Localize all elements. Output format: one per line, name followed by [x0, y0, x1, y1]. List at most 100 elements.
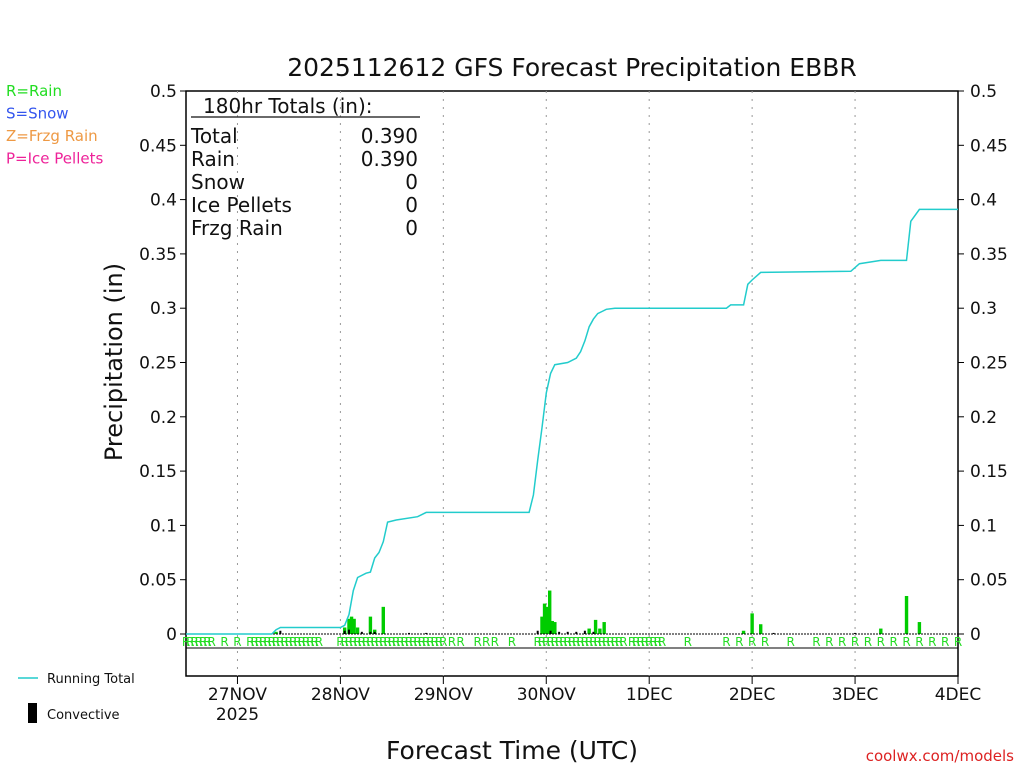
rain-type-marker: R	[396, 635, 404, 649]
totals-box: 180hr Totals (in): Total 0.390 Rain 0.390 Sn…	[190, 94, 420, 240]
rain-type-marker: R	[276, 635, 284, 649]
precip-type-legend: R=Rain S=Snow Z=Frzg Rain P=Ice Pellets	[6, 82, 103, 168]
rain-type-marker: R	[954, 635, 962, 649]
rain-bar	[368, 616, 373, 634]
rain-bar	[550, 620, 554, 634]
rain-type-marker: R	[358, 635, 366, 649]
rain-type-marker: R	[491, 635, 499, 649]
rain-bar	[587, 628, 591, 634]
rain-type-marker: R	[341, 635, 349, 649]
rain-type-marker: R	[602, 635, 610, 649]
rain-bar	[759, 624, 763, 634]
totals-row-value: 0.390	[361, 124, 418, 148]
rain-type-marker: R	[654, 635, 662, 649]
rain-type-marker: R	[534, 635, 542, 649]
totals-row-label: Frzg Rain	[191, 216, 283, 240]
rain-type-marker: R	[195, 635, 203, 649]
rain-type-marker: R	[259, 635, 267, 649]
rain-type-marker: R	[405, 635, 413, 649]
rain-type-marker: R	[336, 635, 344, 649]
x-tick-label: 27NOV	[208, 685, 267, 705]
rain-type-marker: R	[915, 635, 923, 649]
rain-type-marker: R	[255, 635, 263, 649]
rain-type-marker: R	[902, 635, 910, 649]
rain-type-marker: R	[812, 635, 820, 649]
rain-type-marker: R	[606, 635, 614, 649]
totals-row-label: Ice Pellets	[191, 193, 292, 217]
rain-type-marker: R	[585, 635, 593, 649]
rain-type-marker: R	[190, 635, 198, 649]
rain-bar	[553, 622, 557, 634]
convective-bar	[536, 630, 539, 634]
rain-type-marker: R	[418, 635, 426, 649]
rain-type-marker: R	[293, 635, 301, 649]
rain-type-marker: R	[568, 635, 576, 649]
convective-bar	[347, 629, 350, 634]
rain-bar	[879, 628, 883, 634]
rain-type-marker: R	[315, 635, 323, 649]
rain-type-marker: R	[306, 635, 314, 649]
type-legend-entry: Z=Frzg Rain	[6, 127, 98, 145]
x-tick-label: 28NOV	[311, 685, 370, 705]
rain-type-marker: R	[628, 635, 636, 649]
y-tick-label-right: 0.15	[970, 462, 1008, 482]
x-tick-label: 4DEC	[935, 685, 982, 705]
rain-type-marker: R	[928, 635, 936, 649]
rain-type-marker: R	[203, 635, 211, 649]
rain-type-marker: R	[383, 635, 391, 649]
totals-row-label: Snow	[191, 170, 245, 194]
y-tick-label: 0.3	[150, 299, 177, 319]
rain-type-marker: R	[645, 635, 653, 649]
rain-type-marker: R	[864, 635, 872, 649]
y-tick-label-right: 0.45	[970, 136, 1008, 156]
type-legend-entry: S=Snow	[6, 105, 69, 123]
rain-type-marker: R	[345, 635, 353, 649]
y-tick-label-right: 0.5	[970, 82, 997, 102]
rain-bar	[540, 616, 544, 634]
convective-bar	[373, 631, 376, 634]
totals-row-value: 0	[405, 170, 418, 194]
x-tick-label: 29NOV	[414, 685, 473, 705]
y-tick-label: 0.5	[150, 82, 177, 102]
rain-type-marker: R	[542, 635, 550, 649]
rain-type-marker: R	[748, 635, 756, 649]
totals-row-label: Rain	[191, 147, 235, 171]
rain-type-marker: R	[233, 635, 241, 649]
rain-type-marker: R	[555, 635, 563, 649]
type-legend-entry: R=Rain	[6, 82, 62, 100]
rain-type-marker: R	[366, 635, 374, 649]
totals-row-value: 0.390	[361, 147, 418, 171]
rain-type-marker: R	[559, 635, 567, 649]
rain-type-marker: R	[208, 635, 216, 649]
rain-bar	[542, 603, 547, 634]
y-tick-label: 0	[166, 625, 177, 645]
rain-type-marker: R	[649, 635, 657, 649]
rain-type-marker: R	[431, 635, 439, 649]
rain-type-marker: R	[349, 635, 357, 649]
rain-type-marker: R	[611, 635, 619, 649]
convective-bar	[575, 631, 578, 634]
convective-bar	[549, 630, 552, 634]
rain-type-marker: R	[735, 635, 743, 649]
rain-type-marker: R	[379, 635, 387, 649]
rain-type-marker: R	[546, 635, 554, 649]
rain-bar	[593, 619, 598, 634]
y-axis-left: 0 0.05 0.1 0.15 0.2 0.25 0.3 0.35 0.4 0.45 0.5	[139, 82, 186, 645]
rain-type-marker: R	[572, 635, 580, 649]
rain-type-marker: R	[641, 635, 649, 649]
rain-type-marker: R	[310, 635, 318, 649]
y-tick-label: 0.4	[150, 191, 177, 211]
rain-type-marker: R	[353, 635, 361, 649]
rain-type-marker: R	[263, 635, 271, 649]
rain-type-marker: R	[594, 635, 602, 649]
rain-type-marker: R	[289, 635, 297, 649]
rain-type-marker: R	[302, 635, 310, 649]
rain-type-marker: R	[426, 635, 434, 649]
rain-bar	[917, 622, 922, 634]
totals-row-value: 0	[405, 216, 418, 240]
rain-type-marker: R	[413, 635, 421, 649]
rain-bar	[547, 590, 552, 634]
rain-bar	[349, 616, 354, 634]
rain-type-marker: R	[761, 635, 769, 649]
